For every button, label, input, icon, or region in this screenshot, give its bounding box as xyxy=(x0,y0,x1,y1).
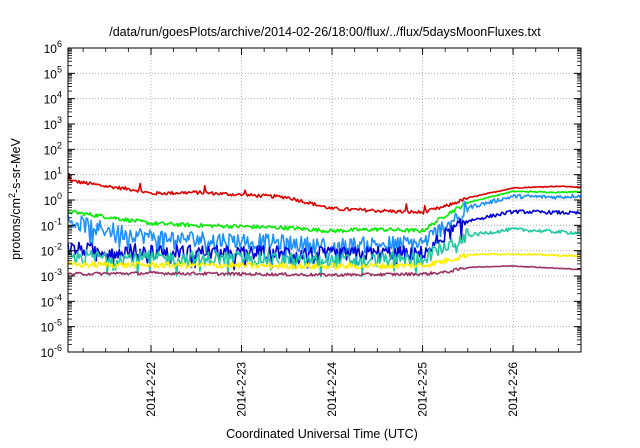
series-line-6 xyxy=(67,252,582,270)
y-axis-label-superscript: 2 xyxy=(7,193,17,198)
chart-title: /data/run/goesPlots/archive/2014-02-26/1… xyxy=(109,25,541,39)
x-tick-label: 2014-2-23 xyxy=(235,362,249,417)
x-tick-label: 2014-2-22 xyxy=(144,362,158,417)
y-tick-base: 10 xyxy=(44,42,58,56)
y-tick-base: 10 xyxy=(41,321,55,335)
y-tick-label: 101 xyxy=(44,166,62,183)
y-tick-label: 104 xyxy=(44,90,62,107)
y-tick-exponent: 1 xyxy=(57,166,62,176)
y-tick-exponent: 3 xyxy=(57,115,62,125)
x-tick-labels: 2014-2-22 2014-2-23 2014-2-24 2014-2-25 2014… xyxy=(144,362,520,417)
y-tick-base: 10 xyxy=(41,219,55,233)
y-tick-base: 10 xyxy=(41,346,55,360)
y-tick-exponent: -1 xyxy=(54,216,62,226)
plot-frame xyxy=(67,47,582,353)
grid-lines xyxy=(68,48,581,352)
y-tick-exponent: -6 xyxy=(54,343,62,353)
y-tick-exponent: -4 xyxy=(54,292,62,302)
y-tick-base: 10 xyxy=(44,118,58,132)
y-tick-base: 10 xyxy=(41,270,55,284)
y-tick-label: 103 xyxy=(44,115,62,132)
y-tick-labels: 10-610-510-410-310-210-11001011021031041… xyxy=(41,39,62,360)
series-line-4 xyxy=(67,209,582,271)
y-tick-exponent: -3 xyxy=(54,267,62,277)
x-tick-label: 2014-2-26 xyxy=(506,362,520,417)
y-tick-label: 10-3 xyxy=(41,267,62,284)
y-tick-base: 10 xyxy=(44,93,58,107)
y-tick-label: 105 xyxy=(44,64,62,81)
series-lines xyxy=(67,172,582,278)
y-tick-label: 106 xyxy=(44,39,62,56)
x-tick-label: 2014-2-25 xyxy=(416,362,430,417)
y-tick-base: 10 xyxy=(44,143,58,157)
y-tick-label: 10-6 xyxy=(41,343,62,360)
y-tick-base: 10 xyxy=(41,295,55,309)
y-axis-label-main: protons/cm xyxy=(9,198,23,260)
y-tick-base: 10 xyxy=(44,194,58,208)
y-tick-exponent: 5 xyxy=(57,64,62,74)
axis-ticks xyxy=(68,47,581,353)
y-tick-label: 102 xyxy=(44,140,62,157)
series-line-2 xyxy=(67,190,582,234)
x-tick-label: 2014-2-24 xyxy=(325,362,339,417)
y-tick-base: 10 xyxy=(41,245,55,259)
y-tick-exponent: 6 xyxy=(57,39,62,49)
y-tick-label: 10-2 xyxy=(41,242,62,259)
y-tick-base: 10 xyxy=(44,67,58,81)
y-tick-label: 10-1 xyxy=(41,216,62,233)
y-axis-label: protons/cm2-s-sr-MeV xyxy=(7,137,23,259)
series-line-5 xyxy=(68,227,582,278)
series-line-3 xyxy=(67,193,582,265)
y-tick-label: 10-4 xyxy=(41,292,62,309)
y-tick-exponent: 0 xyxy=(57,191,62,201)
y-tick-base: 10 xyxy=(44,169,58,183)
x-axis-label: Coordinated Universal Time (UTC) xyxy=(226,427,418,441)
y-axis-label-unit: -s-sr-MeV xyxy=(9,137,23,193)
y-tick-exponent: -2 xyxy=(54,242,62,252)
y-tick-exponent: -5 xyxy=(54,318,62,328)
y-tick-label: 100 xyxy=(44,191,62,208)
series-line-1 xyxy=(67,172,582,215)
y-tick-exponent: 4 xyxy=(57,90,62,100)
y-tick-label: 10-5 xyxy=(41,318,62,335)
y-tick-exponent: 2 xyxy=(57,140,62,150)
series-line-7 xyxy=(67,264,582,278)
